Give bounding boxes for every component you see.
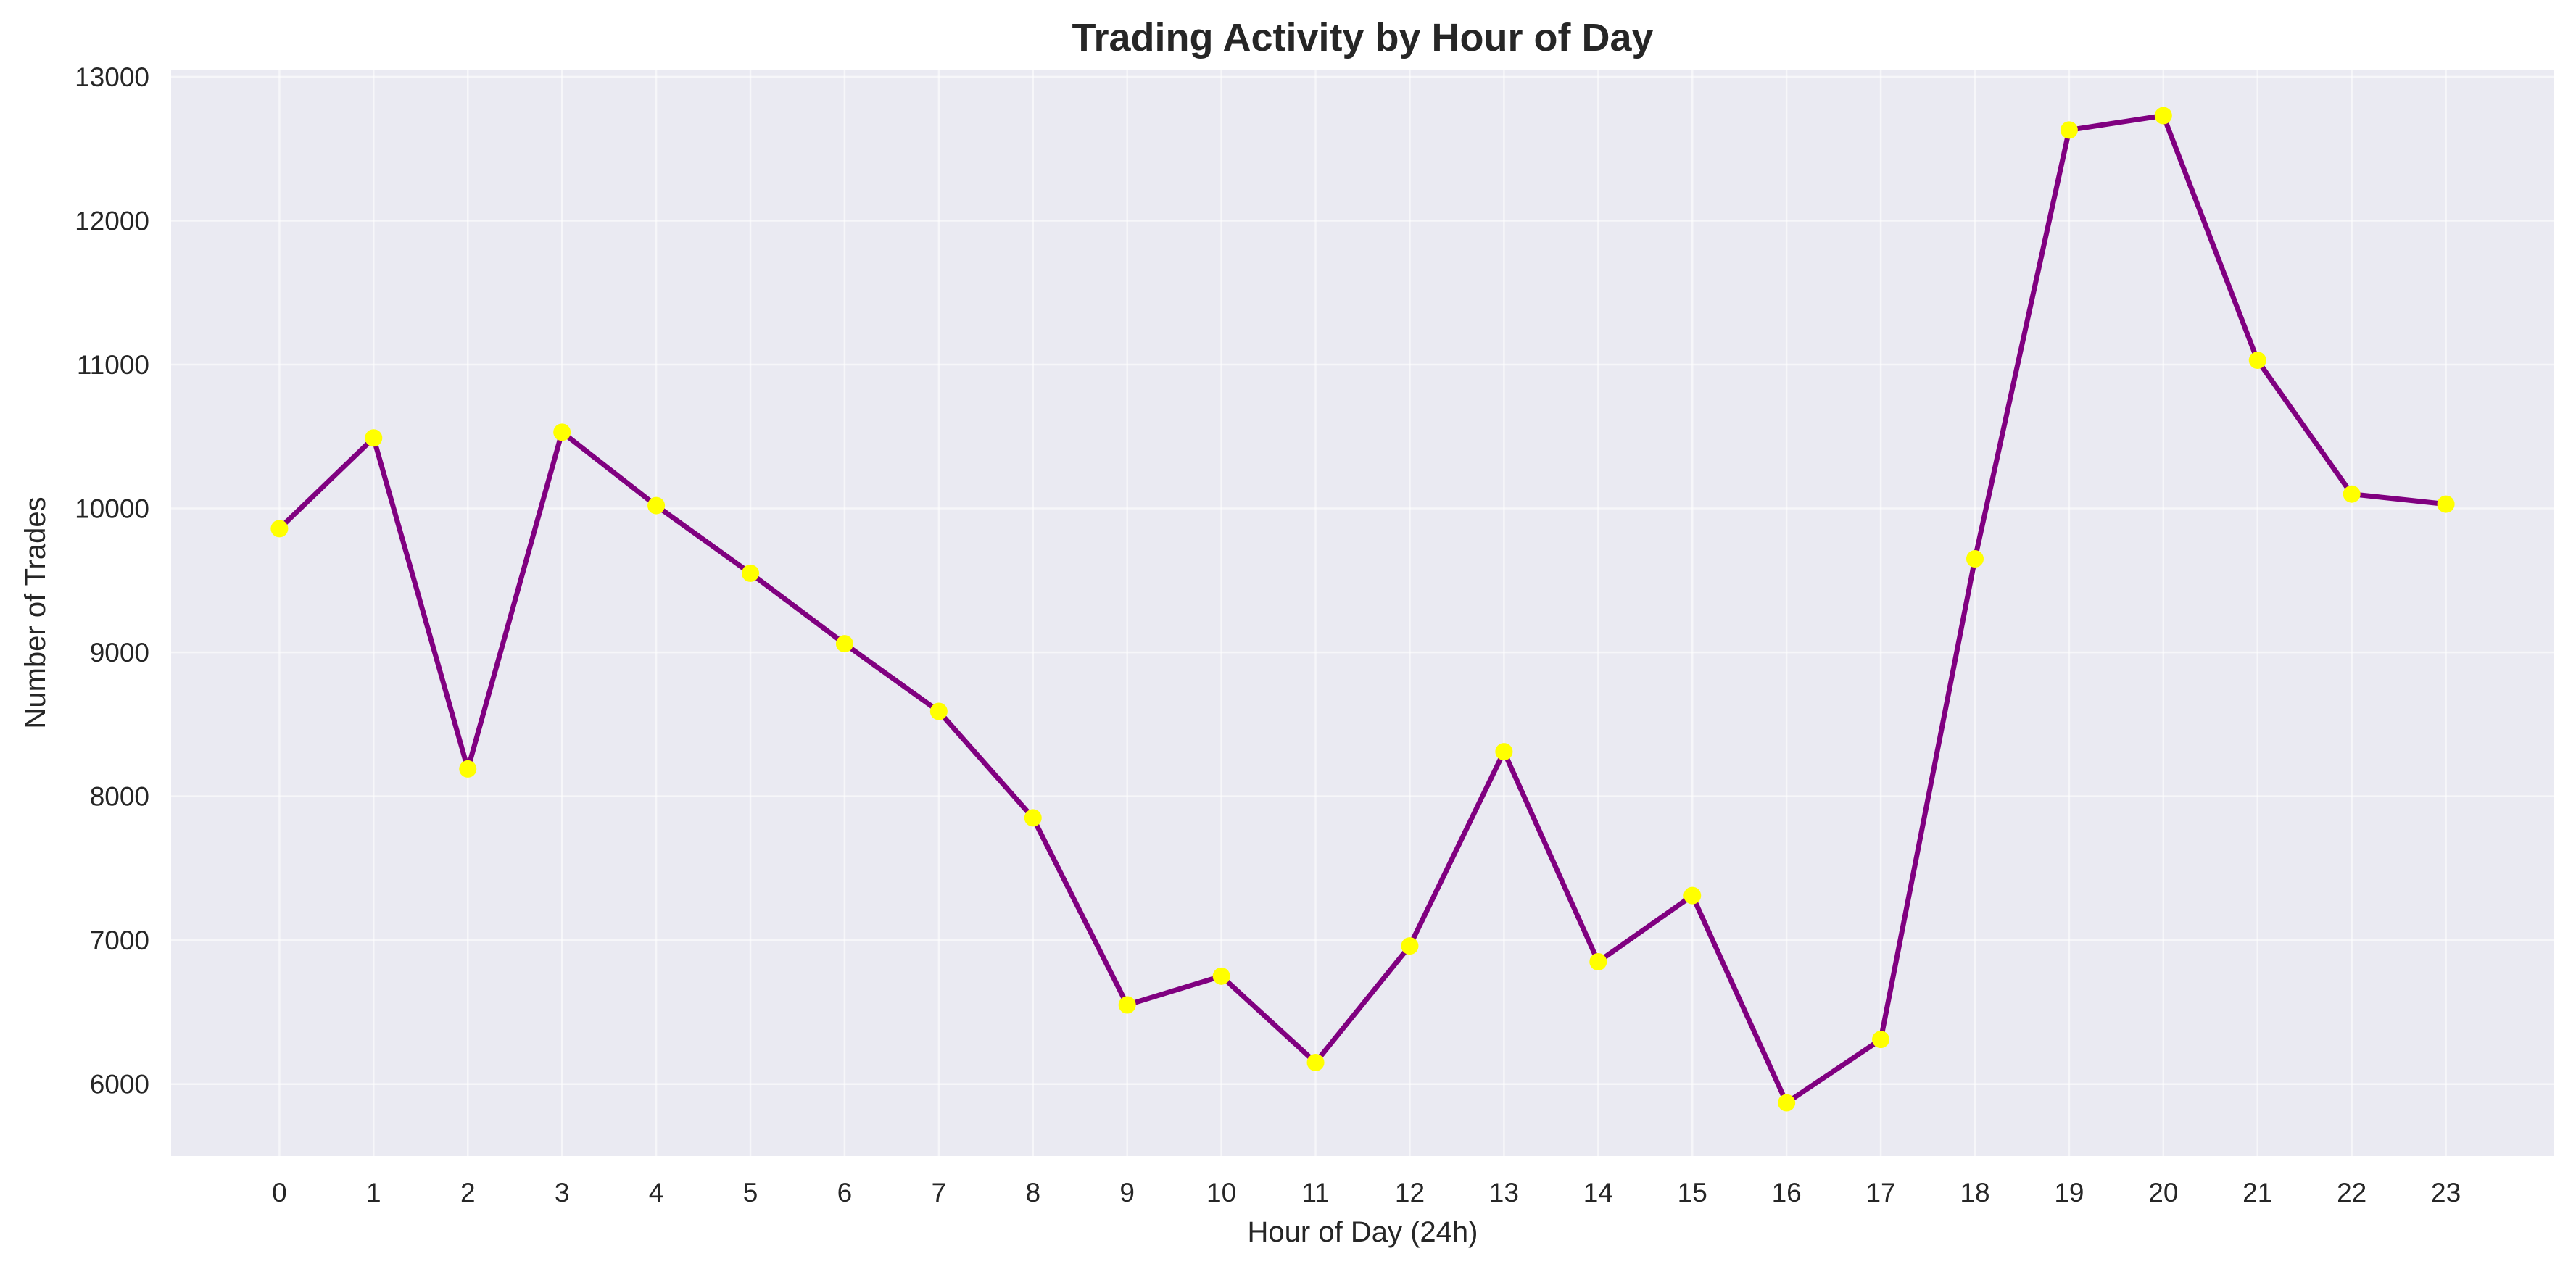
- data-point: [1401, 937, 1419, 955]
- data-point: [929, 702, 948, 720]
- data-point: [459, 760, 477, 778]
- x-tick-label: 21: [2242, 1178, 2272, 1207]
- data-point: [2060, 121, 2078, 139]
- x-tick-label: 20: [2148, 1178, 2178, 1207]
- data-point: [270, 520, 289, 538]
- x-tick-label: 12: [1395, 1178, 1425, 1207]
- data-point: [1589, 952, 1607, 970]
- x-tick-label: 9: [1119, 1178, 1135, 1207]
- y-tick-label: 7000: [90, 926, 149, 955]
- data-point: [835, 635, 853, 653]
- y-tick-label: 11000: [77, 350, 149, 380]
- data-point: [1778, 1094, 1796, 1112]
- grid-lines: [171, 70, 2554, 1156]
- x-tick-label: 18: [1960, 1178, 1989, 1207]
- x-tick-label: 17: [1865, 1178, 1895, 1207]
- x-tick-label: 16: [1772, 1178, 1802, 1207]
- x-tick-label: 5: [743, 1178, 758, 1207]
- chart-title: Trading Activity by Hour of Day: [1072, 16, 1653, 59]
- data-point: [2248, 352, 2266, 370]
- y-tick-label: 9000: [90, 638, 149, 668]
- x-tick-label: 4: [649, 1178, 664, 1207]
- x-tick-label: 14: [1583, 1178, 1613, 1207]
- data-point: [365, 429, 383, 447]
- y-tick-label: 10000: [75, 494, 149, 524]
- tick-labels: 0 1 2 3 4 5 6 7 8 9 10 11 12 13 14 15 16 17 18 19 20 21 22 2360…: [75, 62, 2461, 1207]
- x-tick-label: 19: [2054, 1178, 2084, 1207]
- y-tick-label: 8000: [90, 782, 149, 812]
- data-point: [647, 496, 666, 515]
- data-point: [2154, 107, 2172, 125]
- x-tick-label: 13: [1489, 1178, 1519, 1207]
- data-point: [742, 564, 760, 582]
- data-point: [1495, 743, 1513, 761]
- y-tick-label: 13000: [75, 62, 149, 92]
- x-tick-label: 3: [555, 1178, 570, 1207]
- x-tick-label: 2: [460, 1178, 476, 1207]
- x-tick-label: 11: [1301, 1178, 1329, 1207]
- y-tick-label: 12000: [75, 206, 149, 236]
- x-tick-label: 22: [2337, 1178, 2366, 1207]
- x-tick-label: 7: [932, 1178, 947, 1207]
- x-tick-label: 23: [2431, 1178, 2461, 1207]
- x-tick-label: 15: [1678, 1178, 1707, 1207]
- data-point: [2343, 485, 2361, 503]
- data-point: [1966, 550, 1984, 568]
- data-point: [1024, 809, 1042, 827]
- y-tick-label: 6000: [90, 1070, 149, 1100]
- series-layer: [270, 107, 2455, 1112]
- data-point: [1118, 996, 1136, 1014]
- x-tick-label: 10: [1206, 1178, 1236, 1207]
- x-tick-label: 6: [837, 1178, 853, 1207]
- x-tick-label: 8: [1025, 1178, 1040, 1207]
- data-point: [1306, 1053, 1325, 1071]
- x-axis-label: Hour of Day (24h): [1248, 1216, 1478, 1248]
- y-axis-label: Number of Trades: [20, 496, 51, 728]
- data-point: [1683, 886, 1702, 905]
- data-point: [1212, 967, 1230, 985]
- x-tick-label: 1: [366, 1178, 381, 1207]
- data-point: [2437, 495, 2455, 513]
- series-line: [276, 113, 2449, 1105]
- data-point: [553, 423, 571, 441]
- plot-area: [171, 70, 2554, 1156]
- x-tick-label: 0: [272, 1178, 287, 1207]
- data-point: [1872, 1031, 1890, 1049]
